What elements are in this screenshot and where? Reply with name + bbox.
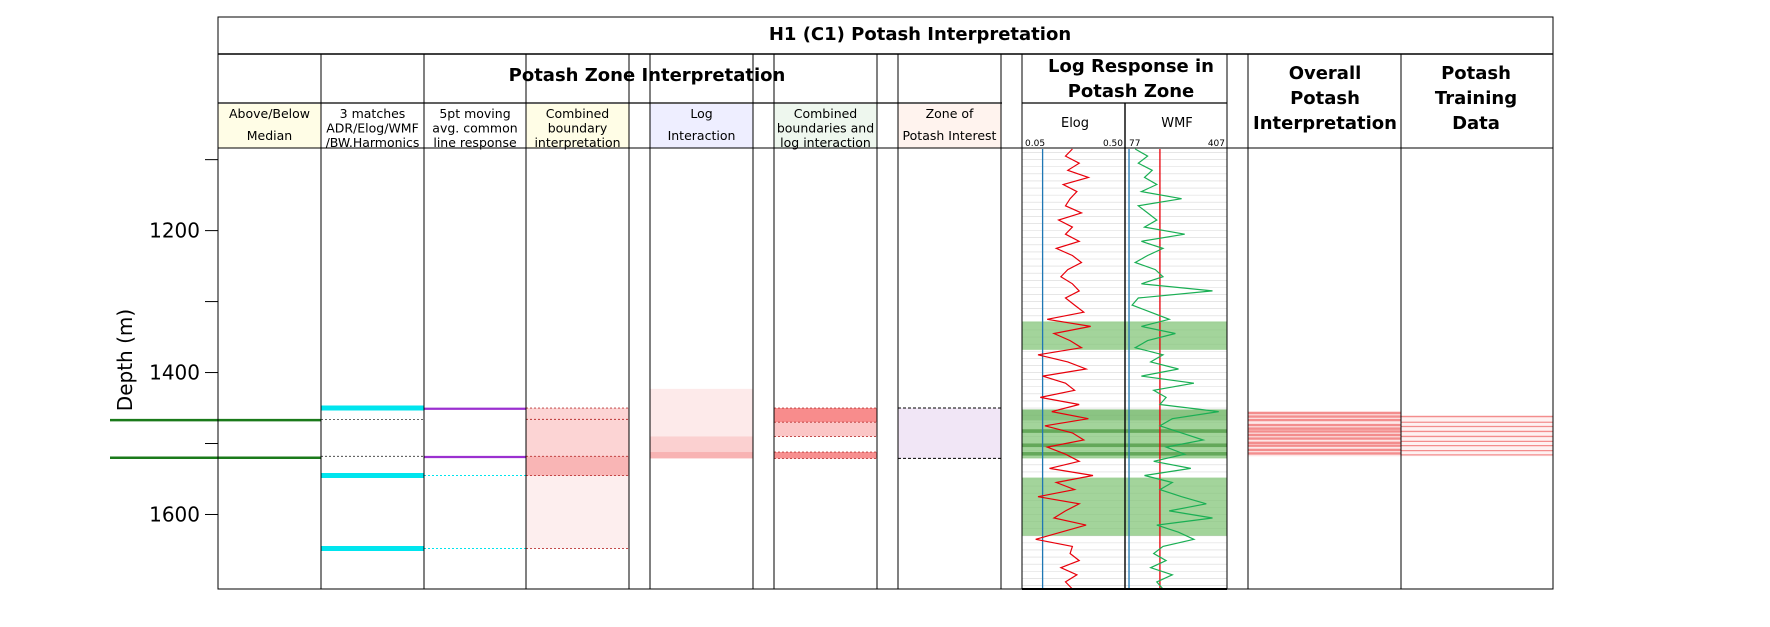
track-header-label-5-line-1: boundaries and xyxy=(777,121,874,136)
section-training-title-line3: Data xyxy=(1452,113,1500,134)
track-header-label-1-line-0: 3 matches xyxy=(340,106,406,121)
y-tick-label-1400: 1400 xyxy=(149,361,200,385)
track-header-label-3-line-0: Combined xyxy=(546,106,610,121)
track-header-label-3-line-1: boundary xyxy=(548,121,608,136)
track-header-bg-2 xyxy=(424,104,526,148)
track-header-bg-4 xyxy=(650,104,753,148)
track-header-bg-5 xyxy=(774,104,877,148)
figure-title: H1 (C1) Potash Interpretation xyxy=(769,24,1071,45)
track-header-label-5-line-0: Combined xyxy=(794,106,858,121)
track-header-bg-0 xyxy=(218,104,321,148)
track-header-label-4-line-0: Log xyxy=(690,106,712,121)
wmf-series-line xyxy=(1131,148,1219,590)
section-overall-title-line1: Overall xyxy=(1289,63,1362,84)
section-overall-title-line2: Potash xyxy=(1290,88,1360,109)
track-header-label-3-line-2: interpretation xyxy=(534,135,620,150)
track-header-label-0-line-1: Median xyxy=(247,128,292,143)
y-tick-label-1600: 1600 xyxy=(149,502,200,526)
track-header-label-6-line-0: Zone of xyxy=(926,106,974,121)
track-header-label-1-line-1: ADR/Elog/WMF xyxy=(326,121,419,136)
elog-scale-max: 0.50 xyxy=(1103,139,1123,149)
track-header-label-4-line-1: Interaction xyxy=(668,128,736,143)
y-axis-label: Depth (m) xyxy=(113,309,137,411)
y-tick-label-1200: 1200 xyxy=(149,219,200,243)
combined-log-interval-0 xyxy=(774,408,877,423)
elog-series-line xyxy=(1035,148,1094,590)
section-training-title-line2: Training xyxy=(1435,88,1517,109)
combined-boundary-interval-2 xyxy=(526,476,629,549)
text-layer: H1 (C1) Potash Interpretation Potash Zon… xyxy=(113,24,1517,526)
combined-log-interval-1 xyxy=(774,422,877,437)
track-header-bg-3 xyxy=(526,104,629,148)
elog-track-name: Elog xyxy=(1061,116,1089,131)
section-potash-zone-title: Potash Zone Interpretation xyxy=(509,65,786,86)
track-header-label-2-line-0: 5pt moving xyxy=(439,106,510,121)
elog-scale-min: 0.05 xyxy=(1025,139,1045,149)
section-overall-title-line3: Interpretation xyxy=(1253,113,1397,134)
section-training-title-line1: Potash xyxy=(1441,63,1511,84)
track-header-bg-6 xyxy=(898,104,1001,148)
section-log-response-title-line1: Log Response in xyxy=(1048,56,1214,77)
wmf-scale-min: 77 xyxy=(1129,139,1140,149)
track-header-label-5-line-2: log interaction xyxy=(780,135,871,150)
track-header-label-2-line-2: line response xyxy=(433,135,517,150)
log-interaction-interval-2 xyxy=(650,452,753,459)
combined-log-interval-2 xyxy=(774,452,877,459)
track-header-label-0-line-0: Above/Below xyxy=(229,106,310,121)
wmf-track-name: WMF xyxy=(1161,116,1193,131)
track-header-label-1-line-2: /BW.Harmonics xyxy=(326,135,420,150)
zone-of-interest-fill xyxy=(898,408,1001,459)
track-header-label-6-line-1: Potash Interest xyxy=(903,128,997,143)
data-layer xyxy=(110,148,1553,590)
grid-frame-layer xyxy=(205,16,1554,590)
log-interaction-interval-0 xyxy=(650,388,753,437)
track-header-bg-1 xyxy=(321,104,424,148)
wmf-scale-max: 407 xyxy=(1208,139,1225,149)
track-header-label-2-line-1: avg. common xyxy=(432,121,517,136)
background-layer xyxy=(218,104,1001,148)
combined-boundary-interval-1 xyxy=(526,456,629,476)
figure-frame xyxy=(217,16,1554,590)
section-log-response-title-line2: Potash Zone xyxy=(1068,81,1195,102)
